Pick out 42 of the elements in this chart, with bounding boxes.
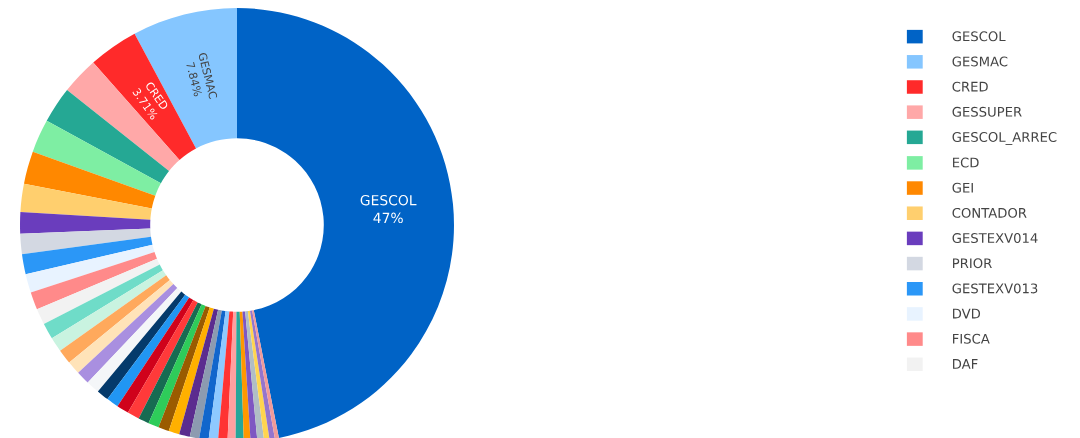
donut-slice — [179, 308, 219, 437]
donut-slice — [20, 183, 152, 220]
legend-label: ECD — [953, 157, 979, 168]
donut-slice — [67, 62, 180, 172]
legend-label: PRIOR — [953, 258, 992, 269]
donut-slice — [87, 287, 182, 392]
donut-slice — [20, 228, 151, 255]
donut-slice — [30, 252, 157, 310]
legend-label: DVD — [953, 308, 981, 319]
slice-label: GESCOL — [360, 194, 417, 206]
donut-slice — [107, 294, 190, 407]
legend-label: CONTADOR — [952, 207, 1027, 218]
donut-slice — [134, 8, 237, 149]
legend-label: GESCOL — [952, 31, 1006, 42]
legend-label: GESMAC — [952, 56, 1008, 67]
legend-label: FISCA — [953, 333, 990, 344]
legend-label: GESTEXV014 — [952, 233, 1038, 244]
donut-slice — [199, 310, 226, 438]
donut-slice — [25, 244, 155, 293]
legend-label: DAF — [953, 359, 978, 369]
legend-label: GESSUPER — [952, 106, 1022, 117]
donut-slice — [189, 309, 222, 438]
donut-slice — [158, 305, 210, 431]
donut-slice — [127, 300, 198, 419]
data-label: 47% — [373, 212, 403, 224]
legend-label: GESTEXV013 — [952, 283, 1038, 294]
donut-slice — [117, 297, 194, 413]
legend-label: CRED — [952, 81, 988, 92]
legend-label: GEI — [952, 182, 973, 193]
donut-slice — [21, 236, 153, 275]
legend-label: GESCOL_ARREC — [952, 132, 1057, 145]
donut-slice — [69, 280, 174, 373]
donut-slice — [20, 212, 151, 234]
donut-slice — [36, 258, 160, 324]
donut-slice — [247, 310, 270, 438]
donut-slice — [60, 275, 170, 363]
donut-slice — [51, 270, 167, 351]
donut-slice — [23, 151, 156, 209]
donut-slice — [97, 291, 186, 400]
donut-slice — [78, 284, 178, 383]
donut-slice — [32, 120, 161, 196]
donut-slice — [43, 264, 163, 339]
